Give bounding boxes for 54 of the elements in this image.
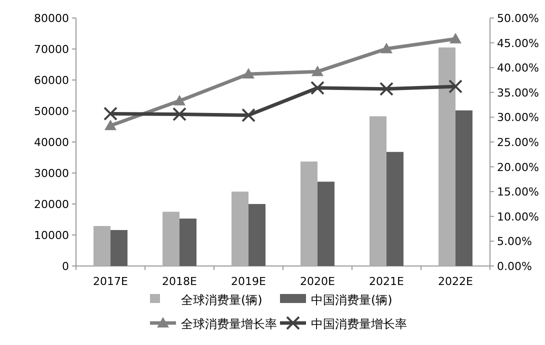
legend-label: 全球消费量(辆) [181,293,262,307]
point [242,108,256,122]
bar [162,212,180,266]
x-tick-label: 2020E [300,275,336,288]
y2-tick-label: 25.00% [497,136,539,149]
y-tick-label: 40000 [34,136,69,149]
y2-tick-label: 50.00% [497,12,539,25]
bar [370,116,386,266]
y-tick-label: 10000 [34,229,69,242]
point [174,94,186,106]
y2-tick-label: 5.00% [497,235,532,248]
bar [318,182,334,266]
y-tick-label: 80000 [34,12,69,25]
point [104,106,118,121]
y2-tick-label: 45.00% [497,36,539,50]
y-tick-label: 50000 [34,105,69,118]
legend-label: 中国消费量(辆) [311,293,392,307]
bar [438,47,456,266]
bar [110,230,128,266]
point [448,79,462,94]
y2-tick-label: 30.00% [497,111,539,124]
legend-label: 中国消费量增长率 [311,317,407,331]
legend-label: 全球消费量增长率 [181,317,277,331]
y-tick-label: 0 [62,260,69,273]
point [380,82,394,96]
bar [386,152,404,266]
y2-tick-label: 10.00% [497,210,539,224]
point [312,66,324,76]
bar [456,110,472,266]
point [172,107,186,122]
y2-tick-label: 0.00% [497,260,532,273]
bar [300,162,318,266]
bar [248,204,266,266]
point [380,42,392,54]
x-tick-label: 2017E [93,275,128,288]
bar [94,226,110,266]
y-tick-label: 20000 [34,198,69,211]
point [450,32,462,44]
y-tick-label: 70000 [34,43,69,56]
x-tick-label: 2019E [231,275,266,288]
bar [180,218,196,266]
y2-tick-label: 20.00% [497,160,539,174]
x-tick-label: 2022E [438,275,474,288]
y2-tick-label: 40.00% [497,62,539,75]
bar [232,192,248,266]
y-tick-label: 30000 [34,167,69,180]
y2-tick-label: 35.00% [497,86,539,100]
point [310,80,324,95]
point [104,120,116,130]
y2-tick-label: 15.00% [497,186,539,199]
point [242,68,254,79]
y-tick-label: 60000 [34,74,69,87]
x-tick-label: 2018E [162,275,198,288]
x-tick-label: 2021E [369,275,404,288]
